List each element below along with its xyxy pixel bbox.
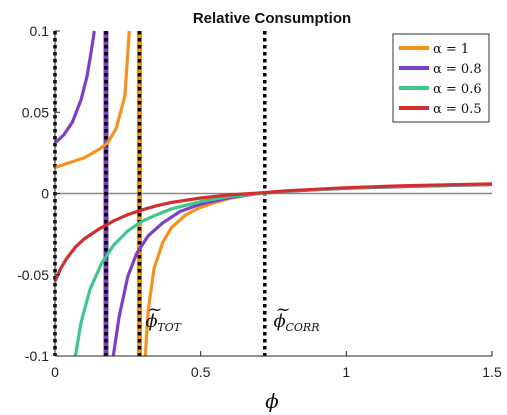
annotation-phi_tot-tilde: ~ bbox=[147, 299, 162, 320]
y-tick-label-2: 0 bbox=[41, 186, 49, 202]
y-tick-label-0: -0.1 bbox=[25, 348, 49, 364]
x-axis-label: ϕ bbox=[265, 389, 279, 413]
annotation-phi_tot-symbol: ϕ bbox=[145, 311, 157, 332]
y-tick-label-3: 0.05 bbox=[22, 104, 49, 120]
series-0-segment-0 bbox=[54, 30, 131, 170]
annotation-phi_corr-subscript: CORR bbox=[286, 321, 320, 334]
legend: α = 1 α = 0.8 α = 0.6 α = 0.5 bbox=[392, 33, 490, 123]
series-3-segment-0 bbox=[53, 182, 493, 282]
y-tick-label-1: -0.05 bbox=[17, 267, 49, 283]
legend-label-1: α = 0.8 bbox=[433, 62, 482, 77]
annotation-phi_corr-tilde: ~ bbox=[276, 299, 291, 320]
chart-title: Relative Consumption bbox=[193, 10, 351, 27]
tick-labels: 0 0.5 1 1.5 -0.1 -0.05 0 0.05 0.1 bbox=[17, 23, 502, 380]
x-tick-label-1: 0.5 bbox=[191, 364, 211, 380]
x-tick-label-2: 1 bbox=[342, 364, 350, 380]
annotation-phi_corr-symbol: ϕ bbox=[274, 311, 286, 332]
annotation-phi_tot-subscript: TOT bbox=[157, 321, 182, 334]
legend-label-3: α = 0.5 bbox=[433, 102, 482, 117]
legend-label-0: α = 1 bbox=[433, 42, 469, 57]
annotations: ~ϕ TOT~ϕ CORR bbox=[145, 299, 319, 334]
annotation-phi_corr: ~ϕ CORR bbox=[274, 299, 320, 334]
legend-label-2: α = 0.6 bbox=[433, 82, 482, 97]
x-tick-label-3: 1.5 bbox=[482, 364, 502, 380]
series-1-segment-0 bbox=[53, 30, 96, 145]
series-lines bbox=[53, 30, 493, 357]
annotation-phi_tot: ~ϕ TOT bbox=[145, 299, 182, 334]
x-tick-label-0: 0 bbox=[51, 364, 59, 380]
y-tick-label-4: 0.1 bbox=[30, 23, 50, 39]
